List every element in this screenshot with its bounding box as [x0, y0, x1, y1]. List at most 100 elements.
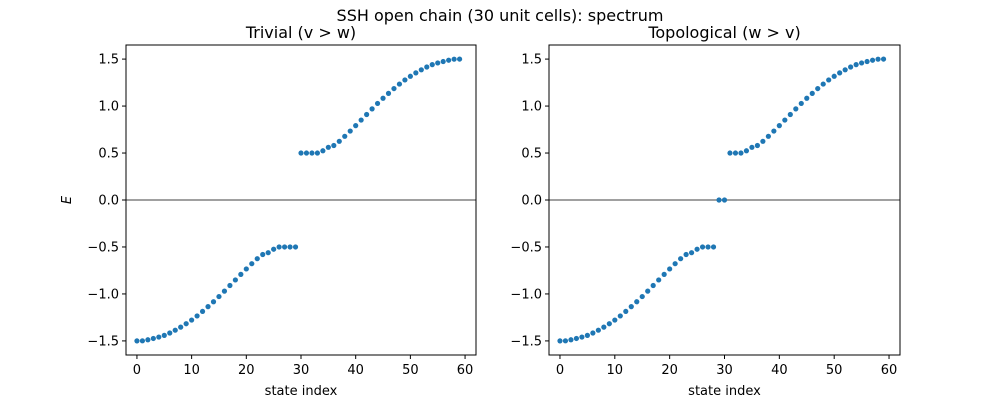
data-point — [303, 150, 310, 156]
data-point — [601, 324, 607, 330]
y-tick-label: −0.5 — [510, 240, 542, 255]
data-point — [667, 266, 673, 272]
data-point — [391, 85, 397, 92]
data-point — [380, 95, 386, 101]
data-point — [402, 77, 408, 83]
data-point — [134, 338, 140, 344]
data-point — [595, 327, 601, 333]
data-point — [238, 271, 244, 277]
data-point — [407, 73, 413, 79]
x-tick-label: 10 — [607, 363, 624, 378]
data-point — [699, 244, 706, 250]
data-point — [782, 117, 788, 123]
data-point — [260, 251, 266, 258]
data-point — [557, 338, 563, 344]
x-axis-label: state index — [265, 384, 338, 399]
data-point — [765, 133, 771, 139]
data-point — [320, 148, 326, 154]
data-point — [331, 142, 337, 149]
x-tick-label: 30 — [716, 363, 733, 378]
data-point — [710, 244, 717, 250]
x-tick-label: 20 — [238, 363, 255, 378]
data-point — [353, 123, 359, 129]
data-point — [249, 261, 255, 267]
data-point — [199, 308, 206, 315]
data-point — [139, 338, 146, 344]
data-point — [754, 142, 761, 149]
data-point — [880, 56, 887, 62]
data-point — [562, 338, 569, 344]
x-tick-label: 20 — [661, 363, 678, 378]
data-point — [683, 251, 689, 258]
data-point — [183, 321, 189, 327]
panel-title: Trivial (v > w) — [245, 23, 356, 42]
data-point — [837, 70, 843, 76]
data-point — [771, 128, 777, 134]
data-point — [194, 313, 200, 319]
data-point — [161, 332, 167, 338]
data-point — [875, 56, 881, 62]
y-tick-label: −1.5 — [87, 334, 119, 349]
data-point — [210, 299, 217, 305]
data-point — [287, 244, 293, 250]
data-point — [446, 57, 452, 63]
y-tick-label: 1.0 — [521, 100, 542, 115]
x-tick-label: 30 — [293, 363, 310, 378]
data-point — [429, 62, 435, 68]
data-point — [342, 133, 348, 139]
data-point — [216, 293, 222, 300]
data-point — [650, 282, 656, 289]
y-tick-label: 0.5 — [521, 147, 542, 162]
x-tick-label: 60 — [881, 363, 898, 378]
x-tick-label: 0 — [133, 363, 141, 378]
data-point — [743, 148, 750, 154]
data-point — [364, 111, 370, 118]
panel-title: Topological (w > v) — [647, 23, 800, 42]
data-point — [232, 277, 238, 283]
data-point — [281, 244, 288, 250]
data-point — [815, 85, 821, 92]
x-tick-label: 0 — [556, 363, 564, 378]
data-point — [221, 288, 228, 294]
data-point — [150, 335, 156, 342]
data-point — [798, 100, 804, 107]
data-point — [590, 330, 596, 336]
data-point — [573, 335, 580, 342]
data-point — [292, 244, 299, 250]
data-point — [678, 256, 684, 262]
data-point — [358, 117, 364, 123]
y-tick-label: −1.5 — [510, 334, 542, 349]
data-point — [628, 304, 634, 310]
x-tick-label: 50 — [402, 363, 419, 378]
data-point — [298, 150, 304, 156]
data-point — [451, 56, 457, 62]
data-point — [804, 95, 810, 101]
data-point — [776, 123, 782, 129]
data-point — [440, 58, 446, 65]
data-point — [645, 288, 651, 294]
data-point — [374, 100, 381, 107]
data-point — [584, 332, 590, 338]
y-axis-label: E — [60, 195, 75, 204]
x-tick-label: 50 — [826, 363, 843, 378]
data-point — [172, 327, 178, 333]
data-point — [749, 144, 755, 150]
x-tick-label: 10 — [183, 363, 200, 378]
y-tick-label: 1.0 — [98, 100, 119, 115]
data-point — [809, 90, 815, 96]
y-tick-label: −1.0 — [510, 287, 542, 302]
data-point — [336, 138, 342, 144]
data-point — [456, 56, 463, 62]
data-point — [612, 317, 618, 323]
x-tick-label: 40 — [771, 363, 788, 378]
figure-suptitle: SSH open chain (30 unit cells): spectrum — [337, 6, 664, 25]
x-axis-label: state index — [688, 384, 761, 399]
data-point — [820, 81, 826, 87]
data-point — [435, 60, 441, 66]
data-point — [826, 77, 832, 83]
panel-topological: 0 10 20 30 40 50 60 −1.5 −1.0 −0.5 0.0 0.5 1.0 1.5 Top… — [510, 23, 901, 399]
data-point — [672, 261, 678, 267]
data-point — [568, 337, 574, 343]
data-point — [842, 67, 848, 73]
